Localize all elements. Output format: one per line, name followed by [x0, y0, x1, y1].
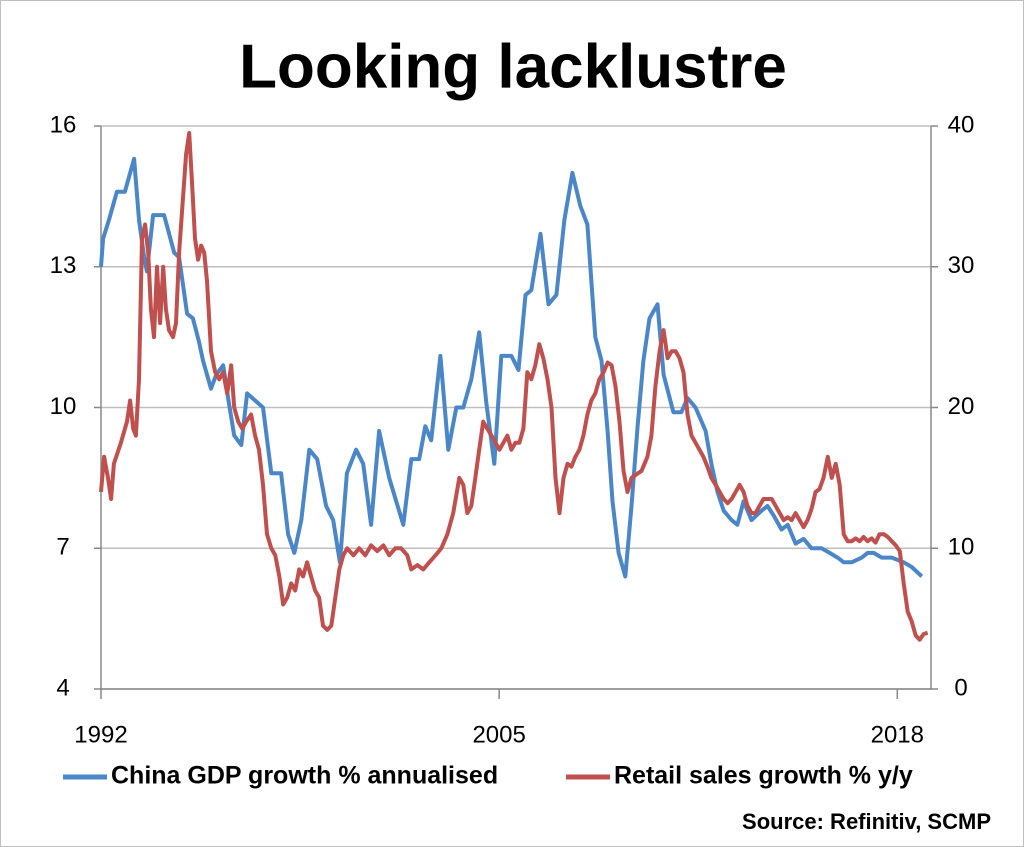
y-tick-label: 13 — [50, 252, 77, 279]
y2-tick-label: 30 — [948, 252, 975, 279]
data-line — [99, 131, 929, 642]
y-tick-label: 7 — [56, 534, 69, 561]
legend-label: Retail sales growth % y/y — [614, 762, 913, 790]
y2-tick-label: 10 — [948, 534, 975, 561]
source: Source: Refinitiv, SCMP — [742, 809, 991, 834]
x-tick-label: 1992 — [74, 721, 127, 748]
data-line — [99, 156, 924, 579]
y2-tick-label: 0 — [954, 674, 967, 701]
y-tick-label: 10 — [50, 393, 77, 420]
y-tick-label: 4 — [56, 674, 69, 701]
y2-tick-label: 40 — [948, 111, 975, 138]
x-tick-label: 2005 — [472, 721, 525, 748]
legend-label: China GDP growth % annualised — [111, 762, 498, 790]
y2-tick-label: 20 — [948, 393, 975, 420]
chart-title: Looking lacklustre — [239, 32, 787, 101]
y-tick-label: 16 — [50, 111, 77, 138]
x-tick-label: 2018 — [871, 721, 924, 748]
